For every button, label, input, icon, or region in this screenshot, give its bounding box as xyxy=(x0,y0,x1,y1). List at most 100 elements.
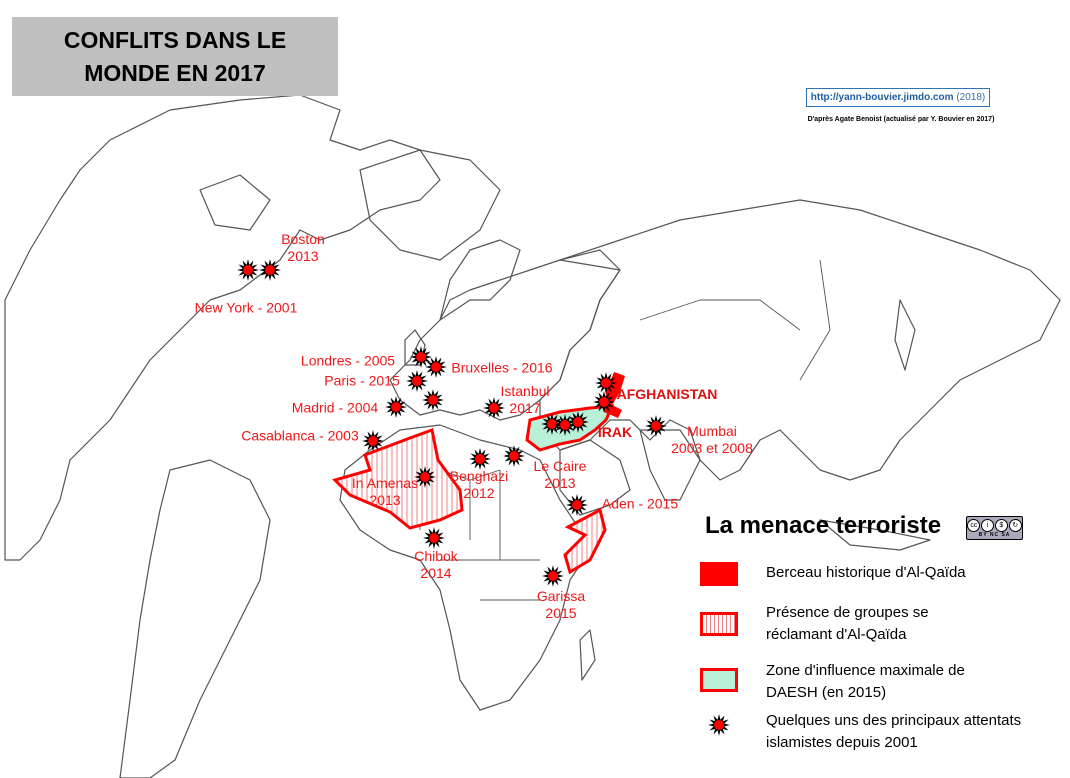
cc-license-badge: cc i $ ↻ BY NC SA xyxy=(966,516,1023,540)
attack-label-line2: 2003 et 2008 xyxy=(671,440,753,456)
source-link[interactable]: http://yann-bouvier.jimdo.com (2018) xyxy=(806,88,990,107)
title-line1: CONFLITS DANS LE xyxy=(63,26,287,53)
asia xyxy=(539,199,1061,481)
attack-label: Mumbai 2003 et 2008 xyxy=(671,423,753,457)
attack-star-icon xyxy=(259,259,281,281)
attack-label-line1: Benghazi xyxy=(449,468,509,484)
attack-label-line1: Le Caire xyxy=(533,458,587,474)
cc-license-icon: cc i $ ↻ xyxy=(967,518,1022,532)
attack-label-line1: Aden - 2015 xyxy=(601,495,679,512)
attack-label-line1: Garissa xyxy=(536,588,586,604)
attack-label-line1: Boston xyxy=(281,231,325,247)
attack-star-icon xyxy=(422,389,444,411)
attack-label-line1: New York - 2001 xyxy=(194,299,298,316)
legend-item-presence: Présence de groupes se réclamant d'Al-Qa… xyxy=(700,602,966,646)
attack-label: Le Caire 2013 xyxy=(534,458,587,492)
attack-label: Garissa 2015 xyxy=(537,588,585,622)
attack-label-line1: Paris - 2015 xyxy=(324,372,400,389)
attack-label-line1: Mumbai xyxy=(687,423,737,439)
attack-label-line1: Casablanca - 2003 xyxy=(241,427,359,444)
attack-star-icon xyxy=(708,714,730,736)
india xyxy=(639,429,701,501)
attack-label-line1: Londres - 2005 xyxy=(300,352,396,369)
attack-label: Paris - 2015 xyxy=(324,373,399,390)
attack-label: Chibok 2014 xyxy=(414,548,458,582)
attack-star-icon xyxy=(237,259,259,281)
attack-star-icon xyxy=(567,411,589,433)
zone-al-qaida-sahel xyxy=(332,427,464,530)
legend-text: Berceau historique d'Al-Qaïda xyxy=(766,564,966,581)
attack-star-icon xyxy=(425,356,447,378)
attack-star-icon xyxy=(541,413,563,435)
attack-label-line1: Chibok xyxy=(414,548,458,564)
attack-label: In Amenas 2013 xyxy=(352,475,418,509)
attack-star-icon xyxy=(554,414,576,436)
attack-label-line2: 2013 xyxy=(287,248,319,264)
legend-text: Présence de groupes se réclamant d'Al-Qa… xyxy=(766,604,929,643)
legend-text: Zone d'influence maximale de DAESH (en 2… xyxy=(766,662,965,701)
attack-label: Boston 2013 xyxy=(281,231,325,265)
japan xyxy=(894,299,916,371)
attack-star-icon xyxy=(595,372,617,394)
attack-label: Aden - 2015 xyxy=(602,496,678,513)
zone-al-qaida-somalia xyxy=(563,507,607,575)
attack-star-icon xyxy=(645,415,667,437)
source-url[interactable]: http://yann-bouvier.jimdo.com xyxy=(810,92,954,103)
legend-item-cradle: Berceau historique d'Al-Qaïda xyxy=(700,562,1056,586)
indonesia xyxy=(819,519,931,551)
attack-star-icon xyxy=(385,396,407,418)
scandinavia xyxy=(439,239,521,321)
attack-star-icon xyxy=(503,445,525,467)
attack-star-icon xyxy=(593,391,615,413)
source-year: (2018) xyxy=(956,92,986,103)
title-line2: MONDE EN 2017 xyxy=(84,59,266,86)
attack-star-icon xyxy=(423,527,445,549)
attack-label-line1: Istanbul xyxy=(500,383,550,399)
hatched-square-icon xyxy=(700,612,738,636)
legend-item-attacks: Quelques uns des principaux attentats is… xyxy=(700,710,1026,754)
attack-star-icon xyxy=(700,710,738,736)
credit: D'après Agate Benoist (actualisé par Y. … xyxy=(807,116,995,123)
attack-star-icon xyxy=(406,370,428,392)
attack-label: Bruxelles - 2016 xyxy=(451,360,552,377)
attack-star-icon xyxy=(410,346,432,368)
attack-label: Istanbul 2017 xyxy=(500,383,549,417)
green-square-icon xyxy=(700,668,738,692)
attack-label-line2: 2013 xyxy=(544,475,576,491)
legend-title: La menace terroriste xyxy=(705,512,942,539)
cc-license-text: BY NC SA xyxy=(978,531,1011,538)
attack-label-line2: 2012 xyxy=(463,485,495,501)
attack-label: Benghazi 2012 xyxy=(450,468,508,502)
legend-item-daesh: Zone d'influence maximale de DAESH (en 2… xyxy=(700,660,1006,704)
red-square-icon xyxy=(700,562,738,586)
attack-label: New York - 2001 xyxy=(195,300,298,317)
greenland xyxy=(359,149,501,261)
title-box: CONFLITS DANS LE MONDE EN 2017 xyxy=(12,17,338,96)
hudson-bay xyxy=(199,174,271,231)
attack-star-icon xyxy=(414,466,436,488)
attack-star-icon xyxy=(469,448,491,470)
attack-label: Madrid - 2004 xyxy=(292,400,378,417)
madagascar xyxy=(579,629,596,681)
attack-star-icon xyxy=(542,565,564,587)
attack-label-line1: In Amenas xyxy=(351,475,419,491)
attack-label-line1: Bruxelles - 2016 xyxy=(451,359,553,376)
attack-star-icon xyxy=(483,397,505,419)
attack-label-line2: 2015 xyxy=(545,605,577,621)
attack-label-line2: 2017 xyxy=(509,400,541,416)
attack-label-line2: 2014 xyxy=(420,565,452,581)
attack-star-icon xyxy=(566,494,588,516)
country-label-irak: IRAK xyxy=(597,424,633,440)
arabia xyxy=(559,439,631,516)
north-america xyxy=(4,94,441,561)
attack-label-line2: 2013 xyxy=(369,492,401,508)
zone-afghanistan-cradle xyxy=(604,372,625,418)
attack-label-line1: Madrid - 2004 xyxy=(291,399,379,416)
south-america xyxy=(119,459,271,778)
country-label-afghanistan: AFGHANISTAN xyxy=(616,386,718,402)
attack-label: Casablanca - 2003 xyxy=(241,428,359,445)
attack-star-icon xyxy=(362,430,384,452)
legend-text: Quelques uns des principaux attentats is… xyxy=(766,712,1022,751)
attack-label: Londres - 2005 xyxy=(301,353,395,370)
